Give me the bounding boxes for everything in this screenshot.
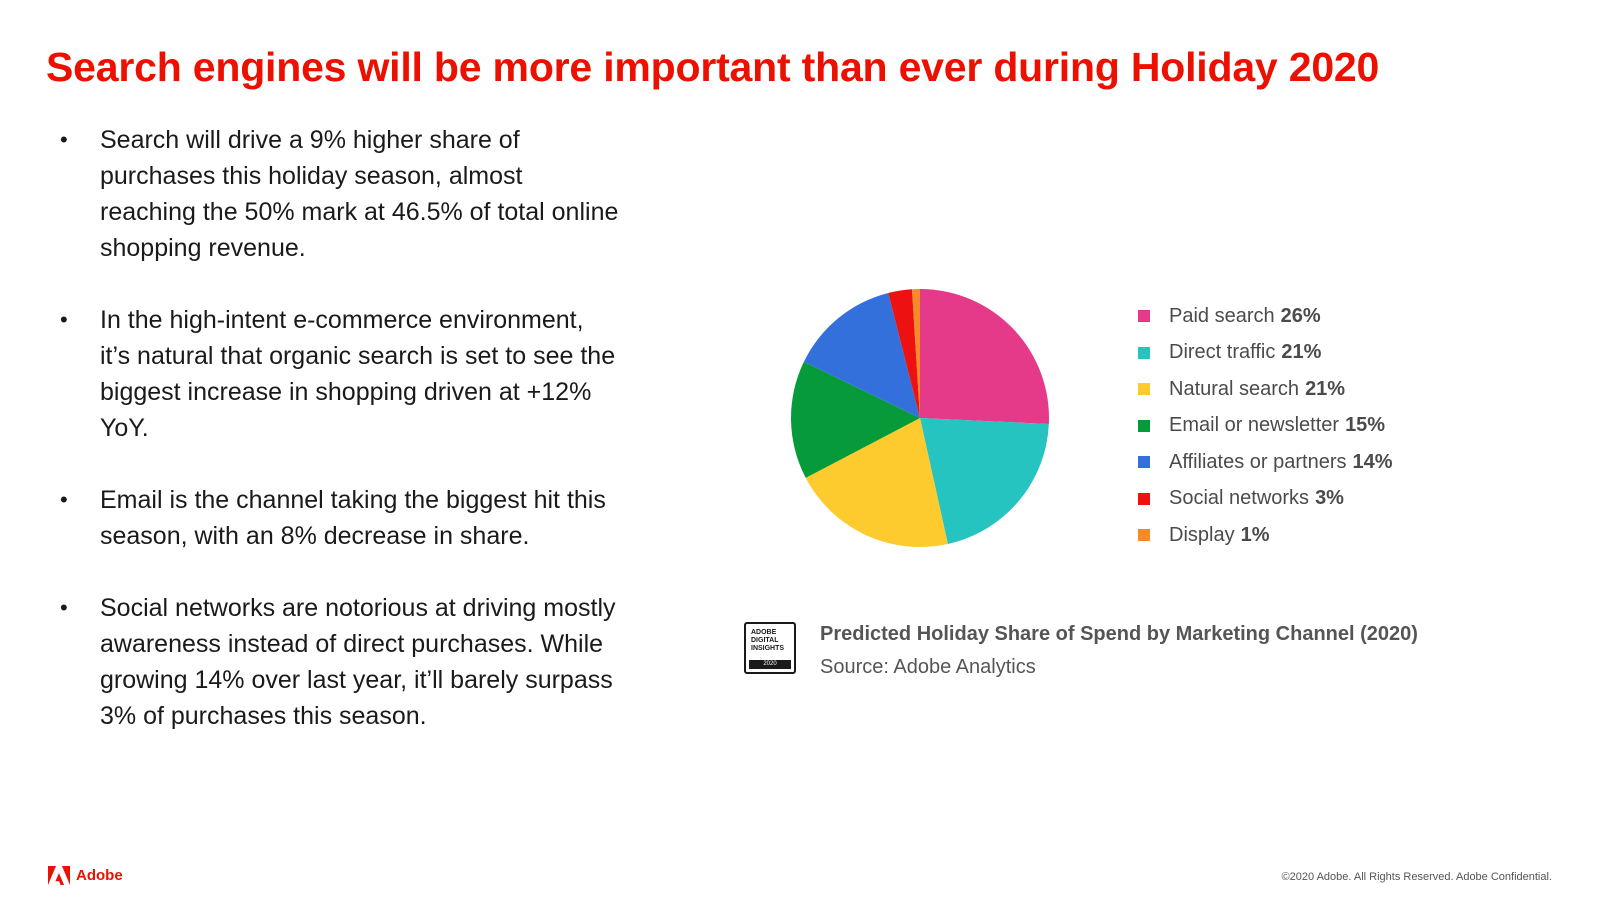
- bullet-item: In the high-intent e-commerce environmen…: [60, 302, 620, 446]
- badge-text: ADOBE: [751, 629, 777, 636]
- legend-label: Paid search: [1169, 304, 1275, 327]
- adobe-logo: Adobe: [48, 866, 123, 885]
- legend-swatch: [1138, 346, 1150, 359]
- legend-item: Paid search 26%: [1138, 298, 1393, 335]
- legend-value: 21%: [1281, 341, 1322, 364]
- badge-text: INSIGHTS: [751, 645, 785, 652]
- chart-source: Source: Adobe Analytics: [820, 656, 1036, 678]
- legend-value: 15%: [1345, 414, 1386, 437]
- bullet-item: Email is the channel taking the biggest …: [60, 482, 620, 554]
- pie-slice-social-networks: [888, 289, 920, 418]
- badge-year: 2020: [749, 660, 791, 669]
- slide-title: Search engines will be more important th…: [46, 44, 1380, 90]
- legend-label: Social networks: [1169, 487, 1310, 510]
- legend-label: Email or newsletter: [1169, 414, 1340, 437]
- pie-slice-affiliates-or-partners: [803, 292, 920, 418]
- pie-slice-paid-search: [920, 289, 1049, 425]
- legend-value: 1%: [1240, 523, 1270, 546]
- pie-slice-natural-search: [805, 418, 948, 547]
- legend-item: Direct traffic 21%: [1138, 335, 1393, 372]
- legend-swatch: [1138, 529, 1150, 542]
- pie-chart: [791, 289, 1049, 547]
- adobe-logo-icon: [48, 866, 70, 885]
- legend-swatch: [1138, 383, 1150, 396]
- adobe-digital-insights-badge: ADOBE DIGITAL INSIGHTS 2020: [744, 622, 796, 674]
- legend-value: 21%: [1305, 377, 1346, 400]
- legend-swatch: [1138, 310, 1150, 323]
- legend-label: Direct traffic: [1169, 341, 1276, 364]
- bullet-item: Search will drive a 9% higher share of p…: [60, 122, 620, 266]
- badge-text: DIGITAL: [751, 637, 779, 644]
- chart-legend: Paid search 26% Direct traffic 21% Natur…: [1138, 298, 1393, 554]
- pie-slice-email-or-newsletter: [791, 361, 920, 478]
- legend-item: Display 1%: [1138, 517, 1393, 554]
- legend-label: Display: [1169, 523, 1235, 546]
- chart-title: Predicted Holiday Share of Spend by Mark…: [820, 623, 1418, 645]
- bullet-item: Social networks are notorious at driving…: [60, 590, 620, 734]
- legend-value: 14%: [1352, 450, 1393, 473]
- bullet-list: Search will drive a 9% higher share of p…: [60, 122, 620, 770]
- pie-slice-direct-traffic: [920, 418, 1049, 544]
- legend-swatch: [1138, 492, 1150, 505]
- pie-slice-display: [911, 289, 920, 418]
- chart-caption: Predicted Holiday Share of Spend by Mark…: [820, 618, 1418, 684]
- legend-swatch: [1138, 419, 1150, 432]
- legend-label: Natural search: [1169, 377, 1300, 400]
- legend-item: Email or newsletter 15%: [1138, 408, 1393, 445]
- legend-value: 3%: [1315, 487, 1344, 510]
- footer-copyright: ©2020 Adobe. All Rights Reserved. Adobe …: [1281, 871, 1552, 883]
- legend-swatch: [1138, 456, 1150, 469]
- adobe-logo-text: Adobe: [76, 867, 123, 884]
- legend-label: Affiliates or partners: [1169, 450, 1347, 473]
- legend-value: 26%: [1280, 304, 1321, 327]
- legend-item: Natural search 21%: [1138, 371, 1393, 408]
- legend-item: Affiliates or partners 14%: [1138, 444, 1393, 481]
- legend-item: Social networks 3%: [1138, 481, 1393, 518]
